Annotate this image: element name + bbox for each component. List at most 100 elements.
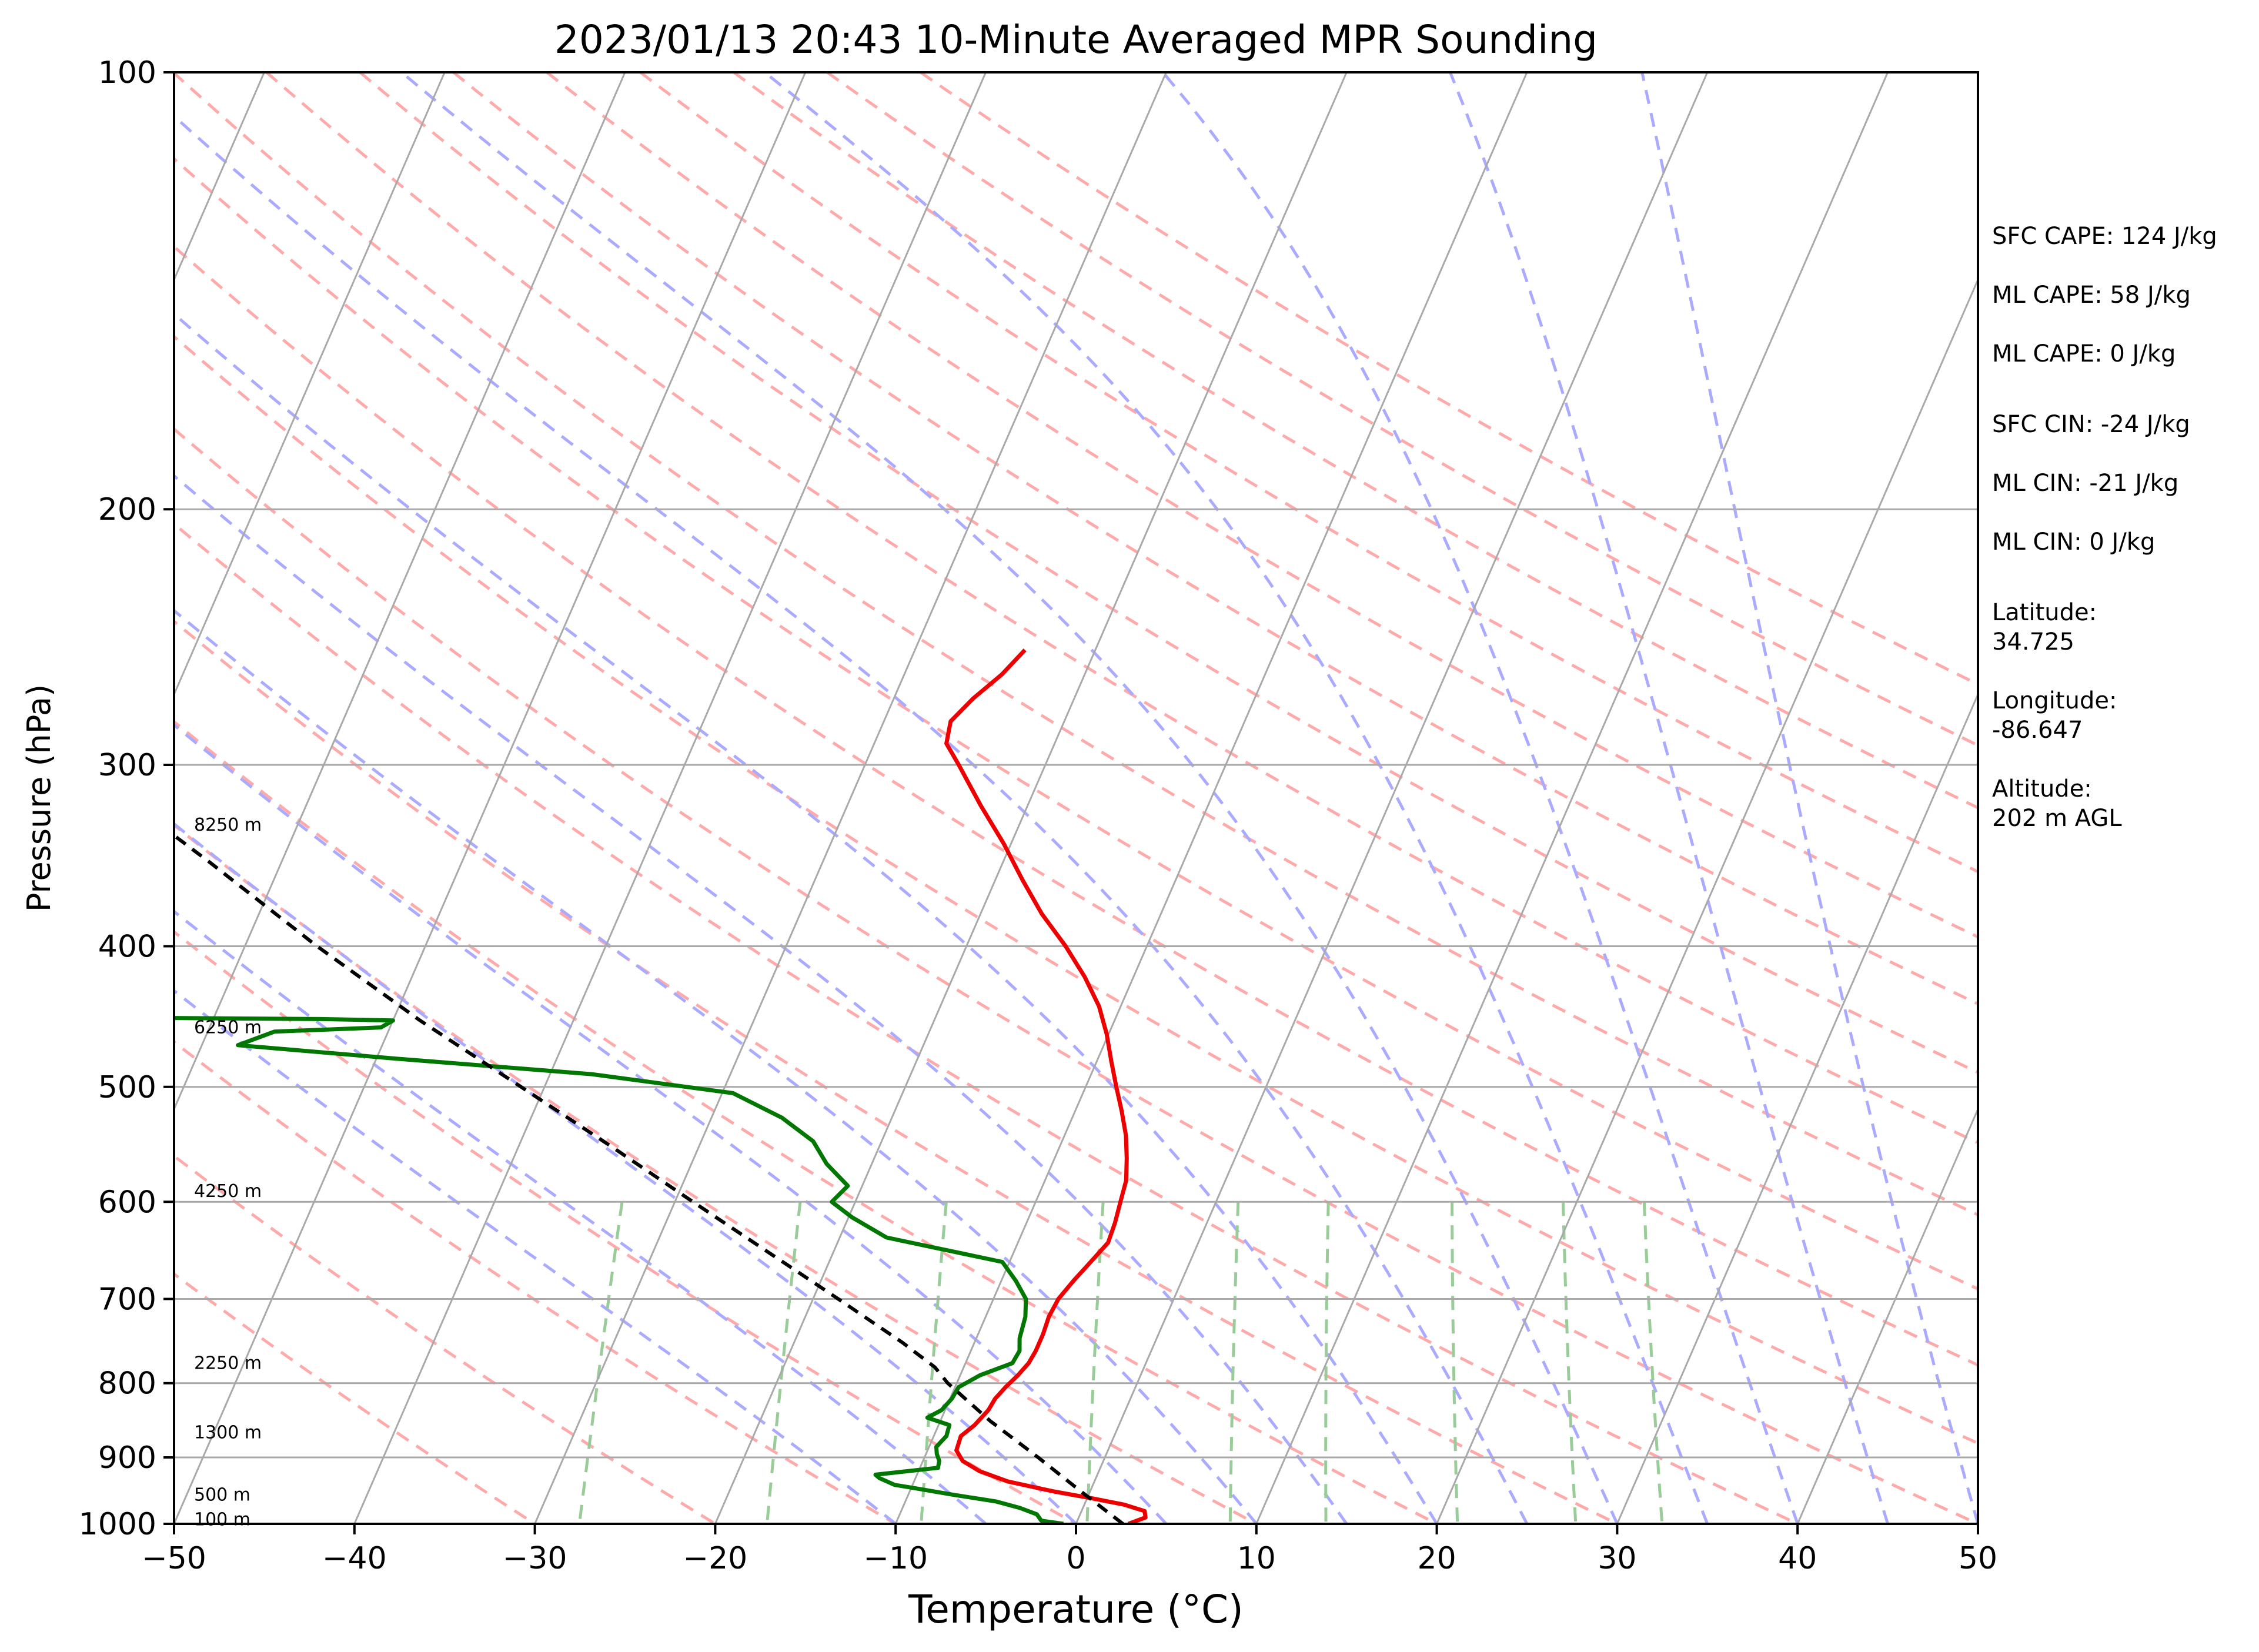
moist-adiabat-line	[1161, 72, 1799, 1524]
mixing-ratio-line	[1451, 1202, 1459, 1524]
y-tick-label: 800	[98, 1366, 156, 1402]
isotherm-line	[174, 72, 446, 697]
dry-adiabat-line	[174, 521, 1799, 1524]
isotherm-line	[714, 72, 1348, 1524]
moist-adiabat-line	[1449, 72, 1889, 1524]
isotherm-line	[174, 72, 626, 1112]
isotherm-line	[1616, 692, 1978, 1524]
dry-adiabat-line	[174, 427, 1978, 1524]
annotation-text: 202 m AGL	[1992, 805, 2122, 832]
x-tick-label: −10	[863, 1541, 928, 1576]
height-label: 8250 m	[194, 815, 262, 835]
y-tick-label: 100	[98, 55, 156, 91]
annotation-text: Altitude:	[1992, 775, 2092, 802]
dry-adiabat-line	[639, 72, 1978, 874]
x-tick-label: 30	[1598, 1541, 1636, 1576]
annotation-text: ML CIN: -21 J/kg	[1992, 470, 2178, 497]
mixing-ratio-line	[766, 1202, 802, 1524]
x-tick-label: 40	[1778, 1541, 1817, 1576]
x-tick-label: 50	[1959, 1541, 1997, 1576]
moist-adiabat-line	[764, 72, 1709, 1524]
moist-adiabat-line	[400, 72, 1619, 1524]
moist-adiabat-line	[174, 474, 1348, 1524]
parcel-profile-line	[174, 833, 1124, 1524]
moist-adiabat-line	[174, 312, 1438, 1524]
dry-adiabat-line	[452, 72, 1978, 1006]
y-tick-label: 200	[98, 492, 156, 527]
y-tick-label: 1000	[79, 1507, 156, 1542]
y-tick-label: 300	[98, 748, 156, 783]
isotherm-line	[534, 72, 1167, 1524]
y-axis-label: Pressure (hPa)	[21, 684, 58, 912]
height-label: 2250 m	[194, 1353, 262, 1374]
x-tick-label: −50	[142, 1541, 206, 1576]
height-label: 6250 m	[194, 1018, 262, 1038]
dry-adiabat-line	[733, 72, 1978, 810]
dry-adiabat-line	[359, 72, 1978, 1074]
annotation-text: ML CAPE: 58 J/kg	[1992, 282, 2191, 309]
y-tick-label: 600	[98, 1185, 156, 1220]
height-label: 500 m	[194, 1485, 250, 1506]
moist-adiabat-line	[1640, 72, 1978, 1524]
isotherm-line	[894, 72, 1528, 1524]
height-label: 1300 m	[194, 1422, 262, 1443]
annotation-text: -86.647	[1992, 717, 2083, 744]
annotation-text: ML CAPE: 0 J/kg	[1992, 340, 2176, 367]
dry-adiabat-line	[174, 245, 1978, 1367]
reference-lines	[174, 72, 1978, 1524]
chart-title: 2023/01/13 20:43 10-Minute Averaged MPR …	[554, 17, 1598, 62]
annotation-text: SFC CAPE: 124 J/kg	[1992, 223, 2217, 250]
dry-adiabat-line	[174, 335, 1978, 1445]
annotations: SFC CAPE: 124 J/kg ML CAPE: 58 J/kg ML CAP…	[1992, 223, 2217, 832]
dry-adiabat-line	[174, 1040, 897, 1524]
y-tick-label: 900	[98, 1440, 156, 1476]
x-tick-label: −40	[322, 1541, 387, 1576]
mixing-ratio-line	[1324, 1202, 1330, 1524]
isotherm-line	[1436, 277, 1978, 1524]
dry-adiabat-line	[174, 929, 1077, 1524]
annotation-text: SFC CIN: -24 J/kg	[1992, 411, 2190, 438]
dry-adiabat-line	[174, 823, 1257, 1524]
isotherm-line	[1075, 72, 1709, 1524]
annotation-text: Longitude:	[1992, 687, 2117, 714]
data-series	[174, 648, 1148, 1524]
moist-adiabat-line	[174, 989, 897, 1524]
isotherm-line	[353, 72, 987, 1524]
moist-adiabat-line	[174, 114, 1529, 1524]
dry-adiabat-line	[546, 72, 1978, 939]
x-tick-label: −20	[683, 1541, 748, 1576]
isotherm-line	[1796, 1106, 1978, 1524]
mixing-ratio-line	[577, 1201, 624, 1524]
height-label: 100 m	[194, 1509, 250, 1530]
moist-adiabat-line	[174, 822, 1077, 1524]
mixing-ratio-line	[1642, 1202, 1664, 1524]
annotation-text: Latitude:	[1992, 599, 2097, 626]
isotherm-line	[174, 72, 807, 1524]
annotation-text: 34.725	[1992, 628, 2074, 656]
dewpoint-profile-line	[174, 1016, 1064, 1524]
y-tick-label: 400	[98, 929, 156, 964]
x-tick-label: 20	[1418, 1541, 1456, 1576]
isotherm-line	[1255, 72, 1889, 1524]
mixing-ratio-line	[1562, 1202, 1578, 1524]
dry-adiabat-line	[265, 72, 1978, 1145]
x-tick-label: 0	[1066, 1541, 1085, 1576]
dry-adiabat-line	[174, 156, 1978, 1291]
annotation-text: ML CIN: 0 J/kg	[1992, 529, 2155, 556]
temperature-profile-line	[944, 648, 1148, 1524]
y-tick-label: 500	[98, 1070, 156, 1105]
x-axis-label: Temperature (°C)	[908, 1587, 1244, 1632]
y-tick-label: 700	[98, 1282, 156, 1317]
mixing-ratio-line	[1228, 1202, 1240, 1524]
axes: −50 −40 −30 −20 −10 0 10 20 30 40 50 100 200 300 400 50…	[79, 55, 1997, 1576]
mixing-ratio-line	[1085, 1202, 1105, 1524]
dry-adiabat-line	[174, 720, 1438, 1524]
height-label: 4250 m	[194, 1181, 262, 1202]
dry-adiabat-line	[826, 72, 1978, 747]
moist-adiabat-line	[174, 723, 1168, 1524]
x-tick-label: 10	[1237, 1541, 1276, 1576]
moist-adiabat-line	[174, 909, 987, 1524]
x-tick-label: −30	[503, 1541, 567, 1576]
